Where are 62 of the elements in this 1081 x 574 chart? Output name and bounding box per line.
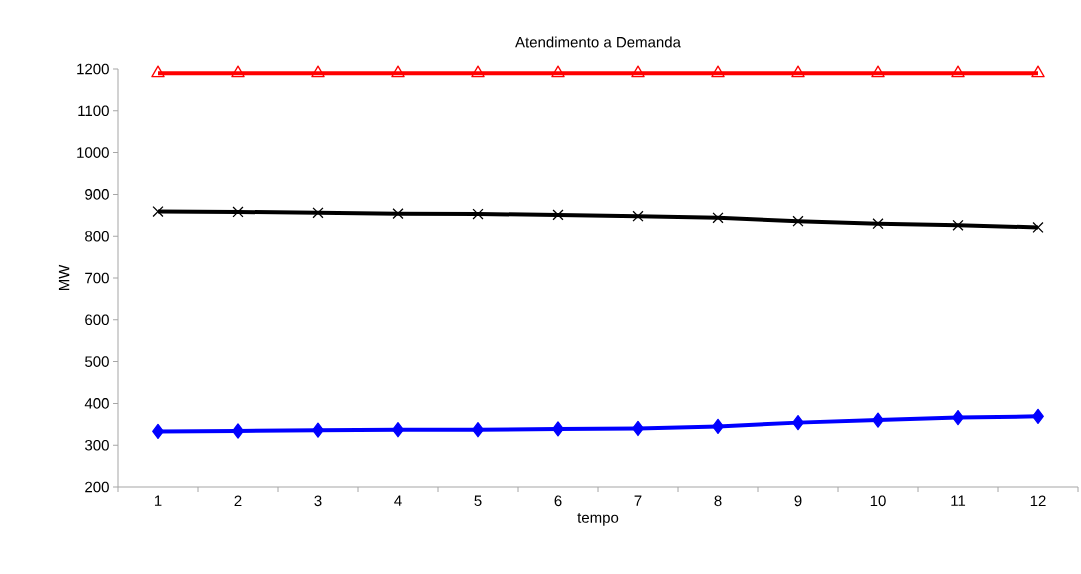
x-axis-title: tempo <box>577 513 619 526</box>
point <box>152 205 164 218</box>
x-tick-label: 5 <box>474 495 482 506</box>
x-tick-label: 10 <box>870 495 886 507</box>
y-tick-label: 600 <box>85 314 109 326</box>
point <box>712 418 724 435</box>
point <box>632 210 644 222</box>
x-tick-label: 1 <box>154 495 162 506</box>
point <box>472 208 484 220</box>
point <box>1032 408 1044 425</box>
point <box>792 414 804 431</box>
point <box>552 209 564 221</box>
point <box>711 65 725 78</box>
y-tick-label: 1100 <box>78 105 109 117</box>
y-tick-label: 1000 <box>77 147 109 158</box>
point <box>391 65 405 78</box>
point <box>871 65 885 78</box>
y-tick-label: 1200 <box>77 63 109 75</box>
x-tick-label: 2 <box>234 495 242 507</box>
x-tick-label: 6 <box>554 495 562 507</box>
point <box>952 409 964 426</box>
point <box>712 212 724 224</box>
x-tick-label: 7 <box>634 495 642 506</box>
point <box>231 65 245 78</box>
point <box>152 423 164 440</box>
x-tick-label: 4 <box>394 495 402 506</box>
point <box>312 422 324 438</box>
y-tick-label: 700 <box>85 272 109 284</box>
point <box>151 65 165 78</box>
y-tick-label: 300 <box>85 439 109 451</box>
point <box>392 422 404 438</box>
chart-title: Atendimento a Demanda <box>515 36 681 48</box>
point <box>392 208 404 220</box>
y-tick-label: 400 <box>84 398 109 409</box>
x-tick-label: 12 <box>1030 495 1046 507</box>
point <box>951 65 965 78</box>
point <box>632 420 644 437</box>
point <box>872 412 884 428</box>
x-tick-label: 3 <box>314 495 322 507</box>
point <box>791 65 805 78</box>
point <box>551 65 565 78</box>
point <box>471 65 485 78</box>
point <box>1031 65 1045 78</box>
point <box>1032 221 1044 234</box>
x-tick-label: 11 <box>951 495 966 506</box>
point <box>552 421 564 437</box>
x-tick-label: 8 <box>714 495 722 507</box>
point <box>232 206 244 218</box>
point <box>232 423 244 439</box>
x-tick-label: 9 <box>794 495 802 507</box>
point <box>631 65 645 78</box>
point <box>952 219 964 231</box>
y-tick-label: 200 <box>85 481 109 493</box>
point <box>312 207 324 219</box>
point <box>311 65 325 78</box>
point <box>472 422 484 438</box>
y-tick-label: 900 <box>85 189 109 200</box>
point <box>872 218 884 230</box>
y-tick-label: 800 <box>85 230 109 242</box>
y-axis-title: MW <box>58 264 70 291</box>
point <box>792 215 804 227</box>
y-tick-label: 500 <box>85 356 109 367</box>
